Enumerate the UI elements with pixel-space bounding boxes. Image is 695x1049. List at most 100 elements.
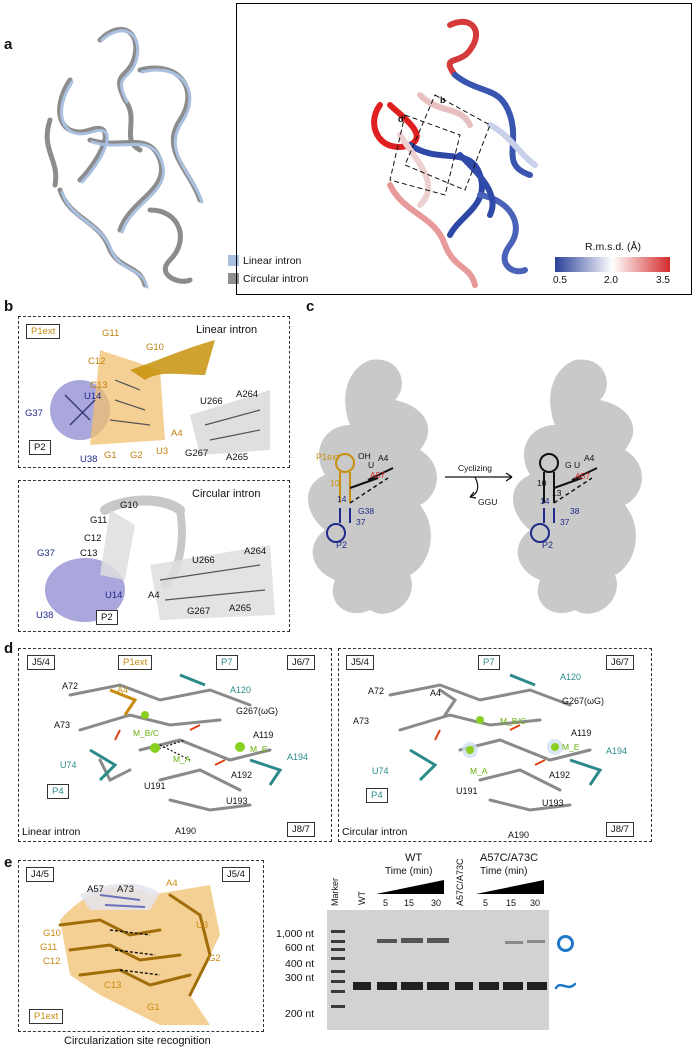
panel-d-label: d bbox=[4, 640, 14, 657]
gel-size-200: 200 nt bbox=[285, 1008, 315, 1020]
d-left-tag-j87: J8/7 bbox=[287, 822, 315, 837]
gel-wt-header: WT bbox=[405, 852, 423, 864]
label-u3: U3 bbox=[156, 446, 169, 457]
zoom-boxes-dashed bbox=[389, 94, 491, 196]
rmsd-colored-structure bbox=[371, 18, 538, 288]
gel-lane-mut-15: 15 bbox=[506, 898, 517, 908]
circ-label-g37: G37 bbox=[37, 548, 55, 559]
zoom-box-b-label: b bbox=[440, 95, 446, 105]
c-right-13: 13 bbox=[552, 488, 562, 498]
label-c13: C13 bbox=[90, 380, 108, 391]
d-right-a190: A190 bbox=[508, 830, 530, 840]
e-label-a4: A4 bbox=[166, 878, 178, 889]
gel-lane-mut-5: 5 bbox=[483, 898, 489, 908]
gel-size-600: 600 nt bbox=[285, 942, 315, 954]
c-right-10: 10 bbox=[537, 478, 547, 488]
c-left-a57: A57 bbox=[370, 470, 386, 480]
d-right-tag-j87: J8/7 bbox=[606, 822, 634, 837]
d-left-a190: A190 bbox=[175, 826, 197, 836]
circ-label-c13: C13 bbox=[80, 548, 98, 559]
label-u14: U14 bbox=[84, 391, 102, 402]
cyclizing-arrow bbox=[445, 472, 513, 499]
label-a265: A265 bbox=[226, 452, 249, 463]
d-left-me: M_E bbox=[250, 744, 268, 754]
legend-linear-swatch bbox=[228, 255, 239, 266]
c-left-g38: G38 bbox=[358, 506, 375, 516]
circ-label-u14: U14 bbox=[105, 590, 123, 601]
circular-intron-title: Circular intron bbox=[192, 488, 261, 500]
gel-mut-time-ramp bbox=[476, 880, 544, 894]
structure-overlay-linear-circular bbox=[44, 26, 204, 289]
e-caption: Circularization site recognition bbox=[64, 1035, 211, 1047]
d-right-me: M_E bbox=[562, 742, 580, 752]
circular-intron-model bbox=[45, 495, 275, 622]
tag-p2-top: P2 bbox=[29, 440, 51, 455]
d-right-a119: A119 bbox=[571, 728, 592, 738]
panel-b-top-frame bbox=[18, 316, 290, 468]
d-left-tag-p4: P4 bbox=[47, 784, 69, 799]
circ-label-g267: G267 bbox=[187, 606, 211, 617]
c-left-p1ext: P1ext bbox=[316, 452, 340, 462]
circ-label-a4: A4 bbox=[148, 590, 160, 601]
e-label-c12: C12 bbox=[43, 956, 61, 967]
d-left-title: Linear intron bbox=[22, 826, 81, 838]
e-label-g2: G2 bbox=[208, 953, 221, 964]
linear-active-site-model bbox=[68, 673, 283, 812]
gel-size-300: 300 nt bbox=[285, 972, 315, 984]
rmsd-tick-0: 0.5 bbox=[553, 275, 567, 286]
gel-size-1000: 1,000 nt bbox=[276, 928, 314, 940]
d-right-a192: A192 bbox=[549, 770, 571, 780]
rmsd-colorbar-title: R.m.s.d. (Å) bbox=[585, 241, 642, 253]
d-left-mbc: M_B/C bbox=[133, 728, 159, 738]
tag-p2-bottom: P2 bbox=[96, 610, 118, 625]
c-right-u: U bbox=[574, 460, 581, 470]
rmsd-tick-1: 2.0 bbox=[604, 275, 618, 286]
rmsd-colorbar bbox=[555, 257, 670, 272]
label-a264: A264 bbox=[236, 389, 259, 400]
d-right-tag-p7: P7 bbox=[478, 655, 500, 670]
circ-label-u38: U38 bbox=[36, 610, 54, 621]
label-c12: C12 bbox=[88, 356, 106, 367]
d-right-ma: M_A bbox=[470, 766, 488, 776]
legend-circular-label: Circular intron bbox=[243, 273, 309, 285]
label-a4: A4 bbox=[171, 428, 183, 439]
d-right-tag-j54: J5/4 bbox=[346, 655, 374, 670]
circ-label-a264: A264 bbox=[244, 546, 267, 557]
gel-lane-wt-5: 5 bbox=[383, 898, 389, 908]
label-g10: G10 bbox=[146, 342, 164, 353]
d-left-tag-p7: P7 bbox=[216, 655, 238, 670]
gel-wt-time-label: Time (min) bbox=[385, 866, 433, 877]
e-tag-j45: J4/5 bbox=[26, 867, 54, 882]
panel-b-bottom-frame bbox=[18, 480, 290, 632]
d-left-tag-p1ext: P1ext bbox=[118, 655, 153, 670]
c-left-a4: A4 bbox=[378, 453, 389, 463]
circ-label-u266: U266 bbox=[192, 555, 215, 566]
d-right-a4: A4 bbox=[430, 688, 442, 698]
gel-mut-time-label: Time (min) bbox=[480, 866, 528, 877]
gel-lane-wt-30: 30 bbox=[431, 898, 442, 908]
c-left-37: 37 bbox=[356, 517, 366, 527]
c-left-p2: P2 bbox=[336, 540, 348, 550]
linear-product-icon bbox=[554, 982, 577, 990]
right-secondary-structure bbox=[530, 453, 598, 543]
d-left-g267: G267(ωG) bbox=[236, 706, 279, 716]
gel-lane-mut-30: 30 bbox=[530, 898, 541, 908]
c-left-14: 14 bbox=[337, 494, 347, 504]
d-right-a73: A73 bbox=[353, 716, 370, 726]
d-right-u74: U74 bbox=[372, 766, 389, 776]
d-right-u193: U193 bbox=[542, 798, 564, 808]
gel-marker-header: Marker bbox=[330, 877, 340, 906]
d-left-tag-j67: J6/7 bbox=[287, 655, 315, 670]
gel-mut-header: A57C/A73C bbox=[480, 852, 539, 864]
label-g2: G2 bbox=[130, 450, 143, 461]
e-label-a57: A57 bbox=[87, 884, 104, 895]
c-left-u: U bbox=[368, 460, 375, 470]
legend-linear-label: Linear intron bbox=[243, 255, 302, 267]
d-left-a119: A119 bbox=[253, 730, 274, 740]
d-right-mbc: M_B/C bbox=[500, 716, 526, 726]
d-left-a4: A4 bbox=[117, 685, 129, 695]
d-left-u74: U74 bbox=[60, 760, 77, 770]
panel-d-left-frame bbox=[18, 648, 332, 842]
c-right-a4: A4 bbox=[584, 453, 595, 463]
cyclizing-label: Cyclizing bbox=[458, 463, 493, 473]
